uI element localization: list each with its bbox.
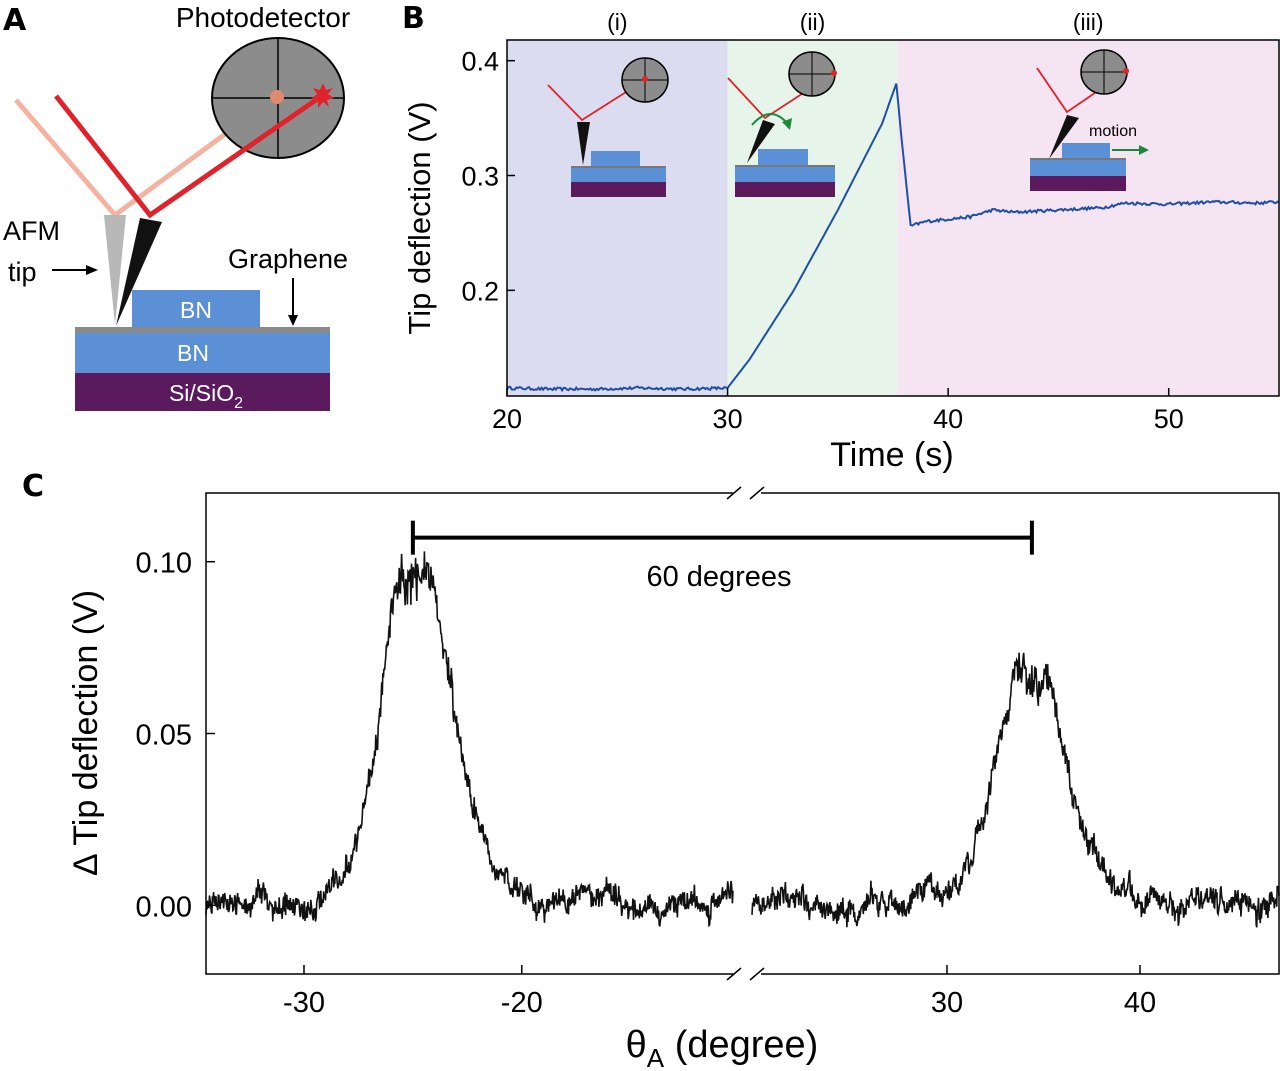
axis-break-bottom-mark-1 (726, 967, 742, 981)
inset-ii-substrate (735, 182, 835, 197)
x-tick-label-b: 50 (1154, 404, 1184, 434)
x-tick-label-c: -30 (283, 987, 325, 1019)
phase-background-1 (507, 40, 728, 396)
phase-background-2 (727, 40, 898, 396)
phase-labels: (i) (ii) (iii) (607, 9, 1103, 35)
inset-ii-top-bn (758, 149, 808, 165)
phase-label-2: (ii) (800, 9, 826, 35)
x-tick-label-b: 40 (933, 404, 963, 434)
motion-arrow-head-icon (1139, 145, 1149, 155)
phase-label-3: (iii) (1073, 9, 1104, 35)
inset-ii-graphene (735, 165, 835, 167)
y-tick-label-b: 0.2 (461, 276, 499, 306)
panel-a-letter: A (3, 3, 27, 38)
inset-iii-bottom-bn (1030, 160, 1126, 176)
substrate-label: Si/SiO2 (169, 380, 243, 412)
afm-tip-deflected-icon (116, 218, 162, 326)
panel-b: B (i) (ii) (iii) (402, 1, 1280, 474)
y-tick-label-b: 0.4 (461, 47, 499, 77)
inset-ii-bottom-bn (735, 167, 835, 182)
afm-label-line2: tip (8, 257, 37, 287)
bottom-bn-layer (75, 333, 330, 373)
inset-phase-iii: motion (1030, 49, 1149, 191)
x-tick-label-c: -20 (501, 987, 543, 1019)
afm-label-line1: AFM (3, 216, 60, 246)
inset-i-substrate (571, 182, 666, 197)
inset-i-graphene (571, 166, 666, 168)
graphene-arrow-head-icon (288, 315, 298, 326)
panel-b-letter: B (402, 1, 425, 36)
deflection-trace (506, 83, 1280, 393)
inset-i-laser (547, 79, 646, 122)
axis-break-top-mark-2 (749, 486, 765, 500)
inset-i-bottom-bn (571, 168, 666, 182)
phase-label-1: (i) (607, 9, 627, 35)
panel-c-letter: C (22, 469, 44, 504)
laser-path (54, 92, 325, 219)
x-tick-label-c: 40 (1124, 987, 1156, 1019)
plot-b-frame (506, 39, 1280, 397)
x-tick-label-c: 30 (931, 987, 963, 1019)
inset-iii-substrate (1030, 176, 1126, 191)
y-tick-label-c: 0.05 (136, 720, 192, 752)
afm-tip-rest-icon (104, 215, 126, 325)
panel-a: A Photodetector AFM tip Graphene BN BN S… (3, 2, 350, 412)
motion-label: motion (1089, 123, 1137, 140)
panel-c: C 60 degrees -30 -20 30 40 0.00 0.05 0.10 θA (… (22, 469, 1280, 1071)
photodetector-label: Photodetector (176, 2, 350, 33)
bottom-bn-label: BN (177, 340, 209, 366)
laser-spot-faint (270, 90, 284, 104)
inset-ii-spot (831, 70, 837, 76)
inset-iii-tip-icon (1049, 115, 1079, 159)
inset-ii-rotation-arrow (751, 113, 788, 126)
afm-arrow-head-icon (86, 265, 98, 275)
delta-series-line-2 (751, 652, 1280, 928)
scale-bar-label: 60 degrees (646, 561, 791, 593)
top-bn-label: BN (180, 297, 212, 323)
delta-deflection-trace (205, 551, 1280, 928)
graphene-label: Graphene (228, 244, 348, 274)
inset-ii-rotation-arrow-head-icon (782, 118, 792, 130)
inset-i-tip-icon (577, 122, 590, 165)
deflection-series-line (506, 83, 1280, 393)
plot-c-ticks: -30 -20 30 40 0.00 0.05 0.10 (136, 548, 1157, 1019)
x-tick-label-b: 30 (713, 404, 743, 434)
inset-phase-ii (727, 51, 837, 197)
inset-i-spot (642, 76, 648, 82)
inset-iii-graphene (1030, 158, 1126, 160)
plot-b-ticks: 20 30 40 50 0.2 0.3 0.4 (461, 47, 1183, 434)
y-tick-label-c: 0.00 (136, 891, 192, 923)
y-tick-label-c: 0.10 (136, 548, 192, 580)
graphene-layer (75, 327, 330, 333)
plot-b-ylabel: Tip deflection (V) (402, 101, 437, 334)
plot-c-xlabel: θA (degree) (626, 1024, 819, 1071)
plot-c-ylabel: Δ Tip deflection (V) (67, 590, 105, 876)
inset-ii-tip-icon (747, 120, 775, 163)
axis-break-top-mark-1 (726, 486, 742, 500)
x-tick-label-b: 20 (492, 404, 522, 434)
inset-iii-top-bn (1062, 143, 1110, 158)
inset-i-top-bn (591, 151, 640, 166)
y-tick-label-b: 0.3 (461, 162, 499, 192)
delta-series-line-1 (205, 551, 734, 928)
substrate-layer (75, 373, 330, 411)
inset-phase-i (547, 57, 669, 197)
axis-break-bottom-mark-2 (749, 967, 765, 981)
inset-iii-spot (1123, 68, 1129, 74)
scale-bar (410, 520, 1034, 555)
top-bn-flake (132, 290, 260, 329)
plot-b-xlabel: Time (s) (830, 436, 953, 474)
